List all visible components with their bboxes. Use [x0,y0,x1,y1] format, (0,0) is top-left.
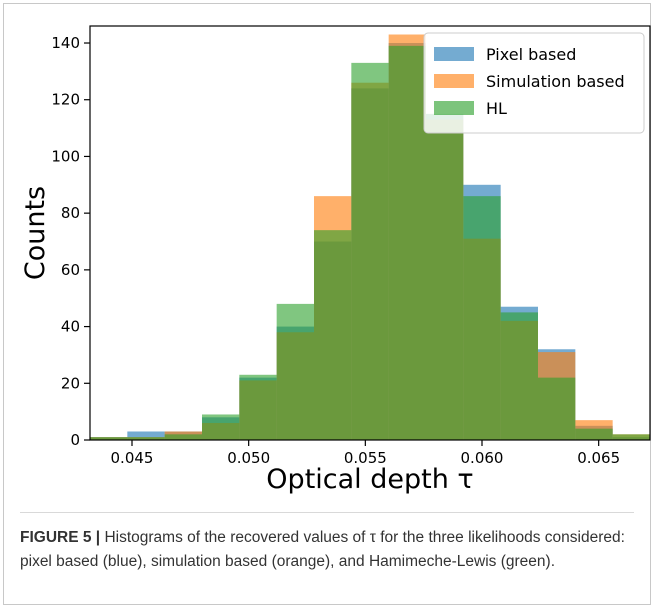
histogram-bar [538,377,576,440]
histogram-bar [314,230,352,440]
caption-lead: FIGURE 5 | [20,529,101,546]
y-tick-label: 120 [51,91,80,109]
histogram-bar [127,437,165,440]
x-axis-label: Optical depth τ [266,464,473,495]
x-tick-label: 0.050 [227,449,270,467]
histogram-bar [164,434,202,440]
y-axis-label: Counts [20,186,51,280]
x-tick-label: 0.065 [577,449,620,467]
y-tick-label: 80 [61,204,80,222]
legend-label: Simulation based [486,72,625,91]
legend-box [423,32,645,134]
y-tick-label: 140 [51,34,80,52]
figure-caption: FIGURE 5 | Histograms of the recovered v… [20,526,634,574]
histogram-bar [90,437,128,440]
legend-label: Pixel based [486,45,576,64]
histogram-bar [202,414,240,440]
y-axis: 0 20 40 60 80 100 120 140 [51,34,90,449]
legend-swatch [434,74,474,88]
plot-area [89,25,651,441]
histogram-bar [426,113,464,440]
y-tick-label: 40 [61,318,80,336]
x-tick-label: 0.055 [344,449,387,467]
histogram-bar [276,303,314,440]
histogram-bar [351,62,389,441]
legend-swatch [434,101,474,115]
legend-swatch [434,47,474,61]
bars-layer [90,34,650,441]
histogram-bar [500,312,538,440]
legend: Pixel based Simulation based HL [423,32,645,134]
histogram-bar [239,374,277,440]
histogram-bar [127,431,165,440]
histogram-bar [463,196,501,440]
legend-label: HL [486,99,507,118]
y-tick-label: 0 [70,431,80,449]
histogram-bar [575,428,613,440]
histogram-bar [388,45,426,441]
x-axis: 0.045 0.050 0.055 0.060 0.065 [111,440,620,467]
y-tick-label: 100 [51,147,80,165]
y-tick-label: 20 [61,374,80,392]
caption-text: Histograms of the recovered values of τ … [20,529,625,570]
caption-divider [20,512,634,513]
x-tick-label: 0.060 [461,449,504,467]
y-tick-label: 60 [61,261,80,279]
x-tick-label: 0.045 [111,449,154,467]
histogram-bar [612,434,650,440]
series-hl [90,45,650,441]
